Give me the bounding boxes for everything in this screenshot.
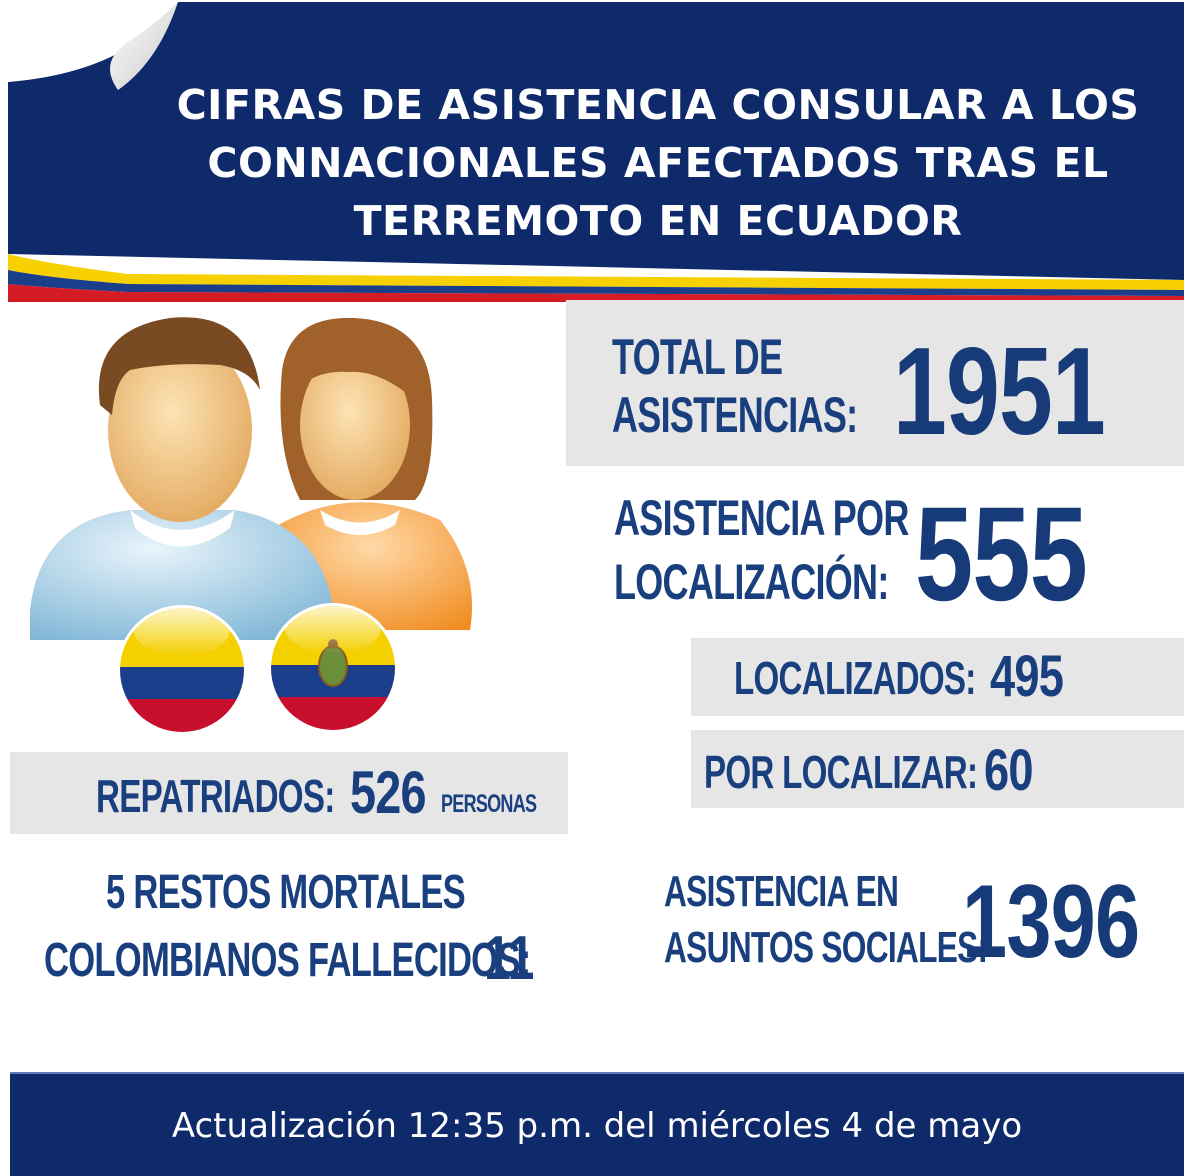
page-title: CIFRAS DE ASISTENCIA CONSULAR A LOS CONN…: [158, 76, 1158, 250]
localizados-value: 495: [990, 644, 1064, 709]
total-label-line-1: TOTAL DE: [612, 329, 783, 385]
localizacion-value: 555: [915, 480, 1088, 629]
repatriados-label: REPATRIADOS:: [96, 770, 335, 822]
restos-line-1: 5 RESTOS MORTALES: [106, 866, 466, 919]
update-timestamp: Actualización 12:35 p.m. del miércoles 4…: [171, 1106, 1023, 1146]
total-value: 1951: [893, 323, 1106, 461]
header-banner: CIFRAS DE ASISTENCIA CONSULAR A LOS CONN…: [8, 2, 1184, 302]
total-label: TOTAL DE ASISTENCIAS:: [612, 328, 858, 444]
title-line-3: TERREMOTO EN ECUADOR: [353, 197, 963, 245]
header-background: [8, 2, 1184, 302]
repatriados-value: 526: [350, 759, 427, 826]
sociales-label-line-1: ASISTENCIA EN: [664, 867, 899, 916]
por-localizar-label: POR LOCALIZAR:: [704, 746, 978, 798]
title-line-2: CONNACIONALES AFECTADOS TRAS EL: [207, 139, 1109, 187]
por-localizar-value: 60: [984, 738, 1034, 803]
total-label-line-2: ASISTENCIAS:: [612, 387, 858, 443]
sociales-value: 1396: [962, 864, 1140, 980]
localizados-panel: [691, 638, 1184, 716]
sociales-label: ASISTENCIA EN ASUNTOS SOCIALES:: [664, 864, 988, 976]
restos-label: COLOMBIANOS FALLECIDOS:: [44, 934, 531, 987]
footer-bar: Actualización 12:35 p.m. del miércoles 4…: [10, 1072, 1184, 1176]
localizacion-label-line-1: ASISTENCIA POR: [614, 490, 909, 546]
restos-value: 11: [484, 924, 534, 993]
localizacion-label-line-2: LOCALIZACIÓN:: [614, 554, 889, 610]
por-localizar-panel: [691, 730, 1184, 808]
title-line-1: CIFRAS DE ASISTENCIA CONSULAR A LOS: [176, 81, 1140, 129]
localizados-label: LOCALIZADOS:: [734, 652, 976, 704]
total-panel: [566, 300, 1184, 466]
repatriados-panel: [10, 752, 568, 834]
sociales-label-line-2: ASUNTOS SOCIALES:: [664, 923, 988, 972]
people-icon: [30, 317, 472, 735]
localizacion-label: ASISTENCIA POR LOCALIZACIÓN:: [614, 486, 909, 614]
repatriados-unit: PERSONAS: [441, 790, 537, 818]
